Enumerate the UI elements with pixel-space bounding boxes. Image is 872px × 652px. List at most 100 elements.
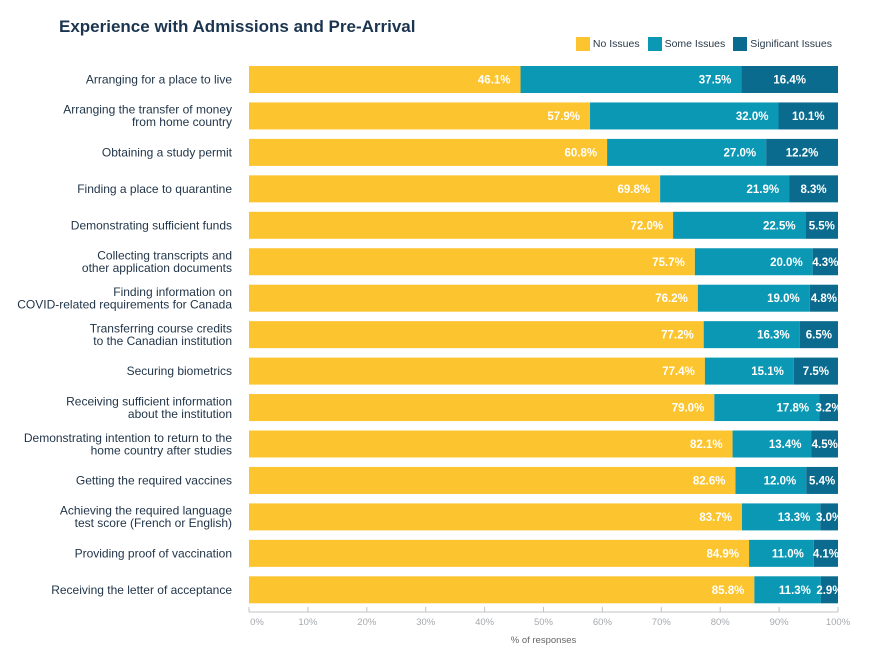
category-label: Providing proof of vaccination	[75, 546, 232, 560]
bar-segment	[249, 357, 705, 385]
x-tick-label: 70%	[652, 617, 672, 628]
x-tick-label: 20%	[357, 617, 377, 628]
legend-label: Some Issues	[664, 38, 726, 50]
data-label: 84.9%	[706, 548, 739, 560]
bar-segment	[660, 175, 790, 203]
data-label: 19.0%	[767, 293, 800, 305]
bar-segment	[749, 539, 814, 567]
bar-segment	[806, 466, 838, 494]
bar-segment	[249, 284, 698, 312]
data-label: 22.5%	[763, 220, 796, 232]
category-label: Obtaining a study permit	[102, 145, 233, 159]
data-label: 3.0%	[816, 512, 842, 524]
bar-segment	[809, 284, 838, 312]
bar-segment	[805, 211, 838, 239]
legend-label: No Issues	[592, 38, 640, 50]
bar-segment	[520, 66, 742, 93]
data-label: 10.1%	[792, 111, 825, 123]
data-label: 32.0%	[736, 111, 769, 123]
data-label: 13.3%	[778, 512, 811, 524]
data-label: 11.3%	[779, 585, 811, 597]
data-label: 60.8%	[565, 147, 598, 159]
data-label: 69.8%	[618, 184, 651, 196]
data-label: 72.0%	[630, 220, 663, 232]
legend-label: Significant Issues	[750, 38, 832, 50]
data-label: 82.6%	[693, 475, 726, 487]
data-label: 2.9%	[816, 585, 842, 597]
x-tick-label: 40%	[475, 617, 495, 628]
category-label: Achieving the required language	[60, 504, 232, 518]
bar-segment	[812, 248, 838, 276]
bar-segment	[732, 430, 812, 458]
data-label: 77.4%	[662, 366, 695, 378]
legend-item-significant-issues: Significant Issues	[733, 37, 832, 51]
chart-title: Experience with Admissions and Pre-Arriv…	[59, 17, 416, 36]
bar-segment	[778, 102, 838, 130]
bar-segment	[813, 539, 838, 567]
category-label: Transferring course credits	[90, 321, 232, 335]
category-label: Collecting transcripts and	[97, 249, 232, 263]
data-label: 12.0%	[764, 475, 797, 487]
legend: No Issues Some Issues Significant Issues	[575, 37, 832, 51]
bar-segment	[249, 66, 521, 93]
bar-segment	[249, 503, 742, 531]
data-label: 5.4%	[809, 475, 835, 487]
data-label: 46.1%	[478, 75, 511, 87]
data-label: 15.1%	[751, 366, 784, 378]
bar-segment	[249, 394, 715, 422]
bar-segment	[789, 175, 838, 203]
bar-segment	[249, 211, 674, 239]
bar-segment	[820, 576, 838, 604]
category-label: other application documents	[82, 261, 232, 275]
bar-segment	[249, 539, 750, 567]
bar-segment	[673, 211, 806, 239]
data-label: 16.3%	[757, 330, 790, 342]
category-label: to the Canadian institution	[93, 334, 232, 348]
x-tick-label: 0%	[250, 617, 264, 628]
bar-segment	[703, 321, 800, 349]
data-label: 75.7%	[652, 257, 685, 269]
bar-segment	[607, 138, 767, 166]
data-label: 13.4%	[769, 439, 802, 451]
bar-segment	[766, 138, 838, 166]
bar-segment	[249, 430, 733, 458]
data-label: 57.9%	[547, 111, 580, 123]
data-label: 16.4%	[773, 75, 806, 87]
category-label: Finding a place to quarantine	[77, 182, 232, 196]
data-label: 37.5%	[699, 75, 732, 87]
category-label: test score (French or English)	[75, 516, 232, 530]
category-label: Getting the required vaccines	[76, 473, 232, 487]
data-label: 4.1%	[813, 548, 839, 560]
x-tick-label: 50%	[534, 617, 554, 628]
category-label: Demonstrating sufficient funds	[71, 218, 232, 232]
data-label: 76.2%	[655, 293, 688, 305]
data-label: 8.3%	[800, 184, 826, 196]
legend-swatch	[575, 37, 590, 51]
data-label: 12.2%	[786, 147, 819, 159]
data-label: 20.0%	[770, 257, 803, 269]
bar-segment	[799, 321, 838, 349]
bar-segment	[819, 394, 838, 422]
category-label: Finding information on	[113, 285, 232, 299]
category-label: Demonstrating intention to return to the	[24, 431, 232, 445]
bar-segment	[590, 102, 779, 130]
bar-segment	[820, 503, 838, 531]
legend-item-some-issues: Some Issues	[647, 37, 726, 51]
x-tick-label: 80%	[711, 617, 731, 628]
data-label: 11.0%	[772, 548, 804, 560]
bar-segment	[249, 321, 704, 349]
bar-segment	[811, 430, 838, 458]
legend-item-no-issues: No Issues	[575, 37, 640, 51]
category-label: Receiving the letter of acceptance	[51, 583, 232, 597]
x-tick-label: 60%	[593, 617, 613, 628]
data-label: 5.5%	[809, 220, 835, 232]
data-label: 4.8%	[811, 293, 837, 305]
bar-segment	[754, 576, 821, 604]
category-label: COVID-related requirements for Canada	[17, 297, 232, 311]
category-label: Arranging for a place to live	[86, 73, 232, 87]
data-label: 27.0%	[724, 147, 757, 159]
category-label: from home country	[132, 115, 232, 129]
bar-segment	[704, 357, 794, 385]
x-axis-title: % of responses	[511, 635, 577, 646]
